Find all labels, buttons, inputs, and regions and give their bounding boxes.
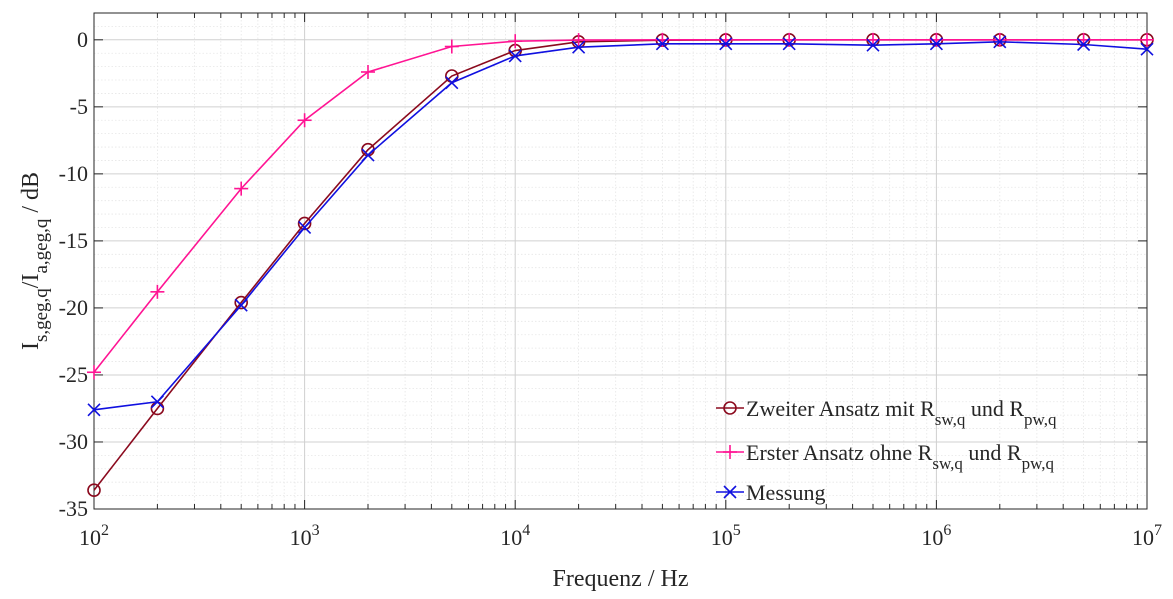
data-point [87,365,101,380]
marker-stroke [655,37,669,51]
data-point [1077,37,1091,52]
data-point [929,37,943,51]
x-tick-label: 105 [711,522,741,550]
data-point [297,113,312,128]
series-line [93,41,1148,411]
legend-label: Zweiter Ansatz mit Rsw,q und Rpw,q [746,396,1057,429]
marker-stroke [1140,42,1154,56]
y-tick-label: -20 [59,295,88,320]
plot-area [94,13,1147,509]
data-point [1140,32,1154,47]
marker-stroke [929,37,943,51]
series-2 [87,35,1154,417]
data-point [571,33,586,48]
marker-stroke [1077,37,1091,52]
marker-stroke [723,485,737,499]
data-point [234,298,248,312]
data-point [444,39,459,54]
x-tick-label: 104 [500,522,530,550]
x-axis-label: Frequenz / Hz [553,566,689,592]
data-point [993,35,1007,49]
data-point [361,148,375,162]
data-point [150,395,164,409]
legend-item: Zweiter Ansatz mit Rsw,q und Rpw,q [716,396,1057,429]
legend-item: Erster Ansatz ohne Rsw,q und Rpw,q [716,440,1055,473]
axes-box [93,12,1148,510]
data-point [445,76,459,90]
data-point [234,295,249,310]
marker-stroke [87,403,101,417]
series-line [93,39,1147,373]
legend-item: Messung [716,480,825,505]
data-point [719,37,733,51]
data-point [360,64,375,79]
marker-stroke [572,40,586,54]
data-point [782,37,796,51]
data-point [87,483,101,498]
marker-stroke [719,37,733,51]
marker-stroke [508,49,522,63]
legend-marker [723,401,737,415]
legend-marker [723,445,737,459]
marker-stroke [234,298,248,312]
data-point [87,403,101,417]
legend-marker [723,485,737,499]
marker-stroke [866,38,880,52]
marker-stroke [993,35,1007,49]
data-point [1140,42,1154,56]
data-point [655,37,669,51]
marker-stroke [782,37,796,51]
legend: Zweiter Ansatz mit Rsw,q und Rpw,q Erster… [716,396,1057,505]
data-point [234,181,249,196]
x-tick-label: 106 [921,522,951,550]
data-point [297,216,312,231]
series-layer [87,32,1154,498]
data-point [298,220,312,235]
x-tick-label: 107 [1132,522,1162,550]
y-axis-label: Is,geg,q/Ia,geg,q / dB [18,172,52,350]
y-tick-label: -15 [59,228,88,253]
data-point [508,34,523,49]
marker-stroke [298,220,312,235]
x-tick-label: 103 [290,522,320,550]
y-tick-label: -25 [59,362,88,387]
series-1 [87,32,1154,380]
x-tick-label: 102 [79,522,109,550]
y-tick-label: -35 [59,496,88,521]
legend-label: Erster Ansatz ohne Rsw,q und Rpw,q [746,440,1055,473]
y-tick-label: 0 [77,27,88,52]
marker-stroke [361,148,375,162]
data-point [150,284,165,299]
y-tick-label: -10 [59,161,88,186]
marker-stroke [150,395,164,409]
legend-label: Messung [746,480,825,505]
y-tick-label: -5 [70,94,88,119]
data-point [992,32,1007,47]
y-tick-label: -30 [59,429,88,454]
axes: 102 103 104 105 106 107 0 -5 -10 -15 -20 -25 -30 -35 [59,12,1162,550]
data-point [572,40,586,54]
marker-stroke [445,76,459,90]
data-point [508,49,522,63]
data-point [866,38,880,52]
